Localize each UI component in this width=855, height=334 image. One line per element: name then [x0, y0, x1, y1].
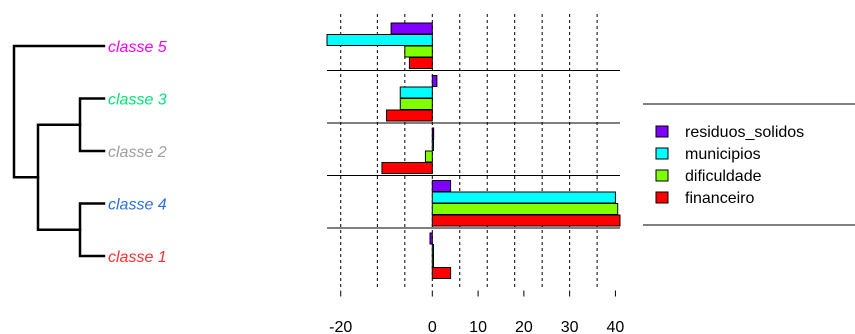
dendrogram-root: [12, 44, 106, 179]
bar-classe-5-financeiro: [408, 57, 433, 69]
x-tick-label: 20: [515, 319, 533, 334]
x-tick-label: 30: [561, 319, 579, 334]
legend-swatch-municipios: [655, 147, 669, 160]
class-labels: classe 5 classe 3 classe 2 classe 4 classe 1: [108, 39, 167, 266]
legend-swatch-financeiro: [655, 191, 669, 204]
bar-classe-1-financeiro: [431, 267, 452, 279]
x-tick-label: 40: [607, 319, 625, 334]
bars: [326, 22, 621, 279]
legend: residuos_solidos municipios dificuldade fin…: [643, 103, 855, 226]
bar-classe-2-municipios: [431, 139, 434, 151]
legend-label-municipios: municipios: [685, 146, 761, 163]
bar-classe-5-residuos-solidos: [390, 22, 433, 35]
bar-classe-2-dificuldade: [424, 150, 433, 163]
dendrogram: [12, 44, 106, 258]
class-label-classe-4: classe 4: [108, 197, 167, 214]
bar-classe-1-municipios: [431, 244, 434, 256]
legend-swatch-dificuldade: [655, 169, 669, 182]
bar-classe-1-dificuldade: [431, 255, 434, 268]
dendrogram-branch-mid: [36, 123, 82, 231]
bar-classe-4-municipios: [431, 191, 616, 204]
bar-classe-2-residuos-solidos: [431, 127, 435, 140]
class-label-classe-3: classe 3: [108, 92, 167, 109]
x-axis: -20 0 10 20 30 40: [329, 290, 625, 334]
bar-classe-5-dificuldade: [404, 45, 433, 58]
gridlines: [340, 14, 598, 288]
legend-label-dificuldade: dificuldade: [685, 168, 762, 185]
legend-swatch-residuos-solidos: [655, 125, 669, 138]
bar-classe-3-residuos-solidos: [431, 75, 438, 87]
x-tick-label: 0: [428, 319, 437, 334]
legend-label-financeiro: financeiro: [685, 190, 754, 207]
bar-classe-2-financeiro: [381, 162, 433, 174]
class-label-classe-2: classe 2: [108, 144, 167, 161]
dendrogram-branch-4-1: [78, 202, 106, 258]
class-label-classe-1: classe 1: [108, 249, 167, 266]
bar-classe-4-financeiro: [431, 214, 621, 227]
bar-classe-3-financeiro: [386, 109, 433, 122]
legend-label-residuos-solidos: residuos_solidos: [685, 124, 804, 141]
dendrogram-branch-3-2: [78, 97, 106, 153]
bar-classe-4-residuos-solidos: [431, 180, 452, 192]
x-tick-label: -20: [329, 319, 352, 334]
x-tick-label: 10: [469, 319, 487, 334]
bar-classe-3-dificuldade: [399, 98, 433, 110]
class-label-classe-5: classe 5: [108, 39, 167, 56]
bar-classe-3-municipios: [399, 86, 433, 99]
bar-classe-4-dificuldade: [431, 203, 619, 215]
bar-classe-1-residuos-solidos: [429, 232, 433, 245]
class-separators: [327, 70, 620, 229]
bar-classe-5-municipios: [326, 34, 433, 46]
